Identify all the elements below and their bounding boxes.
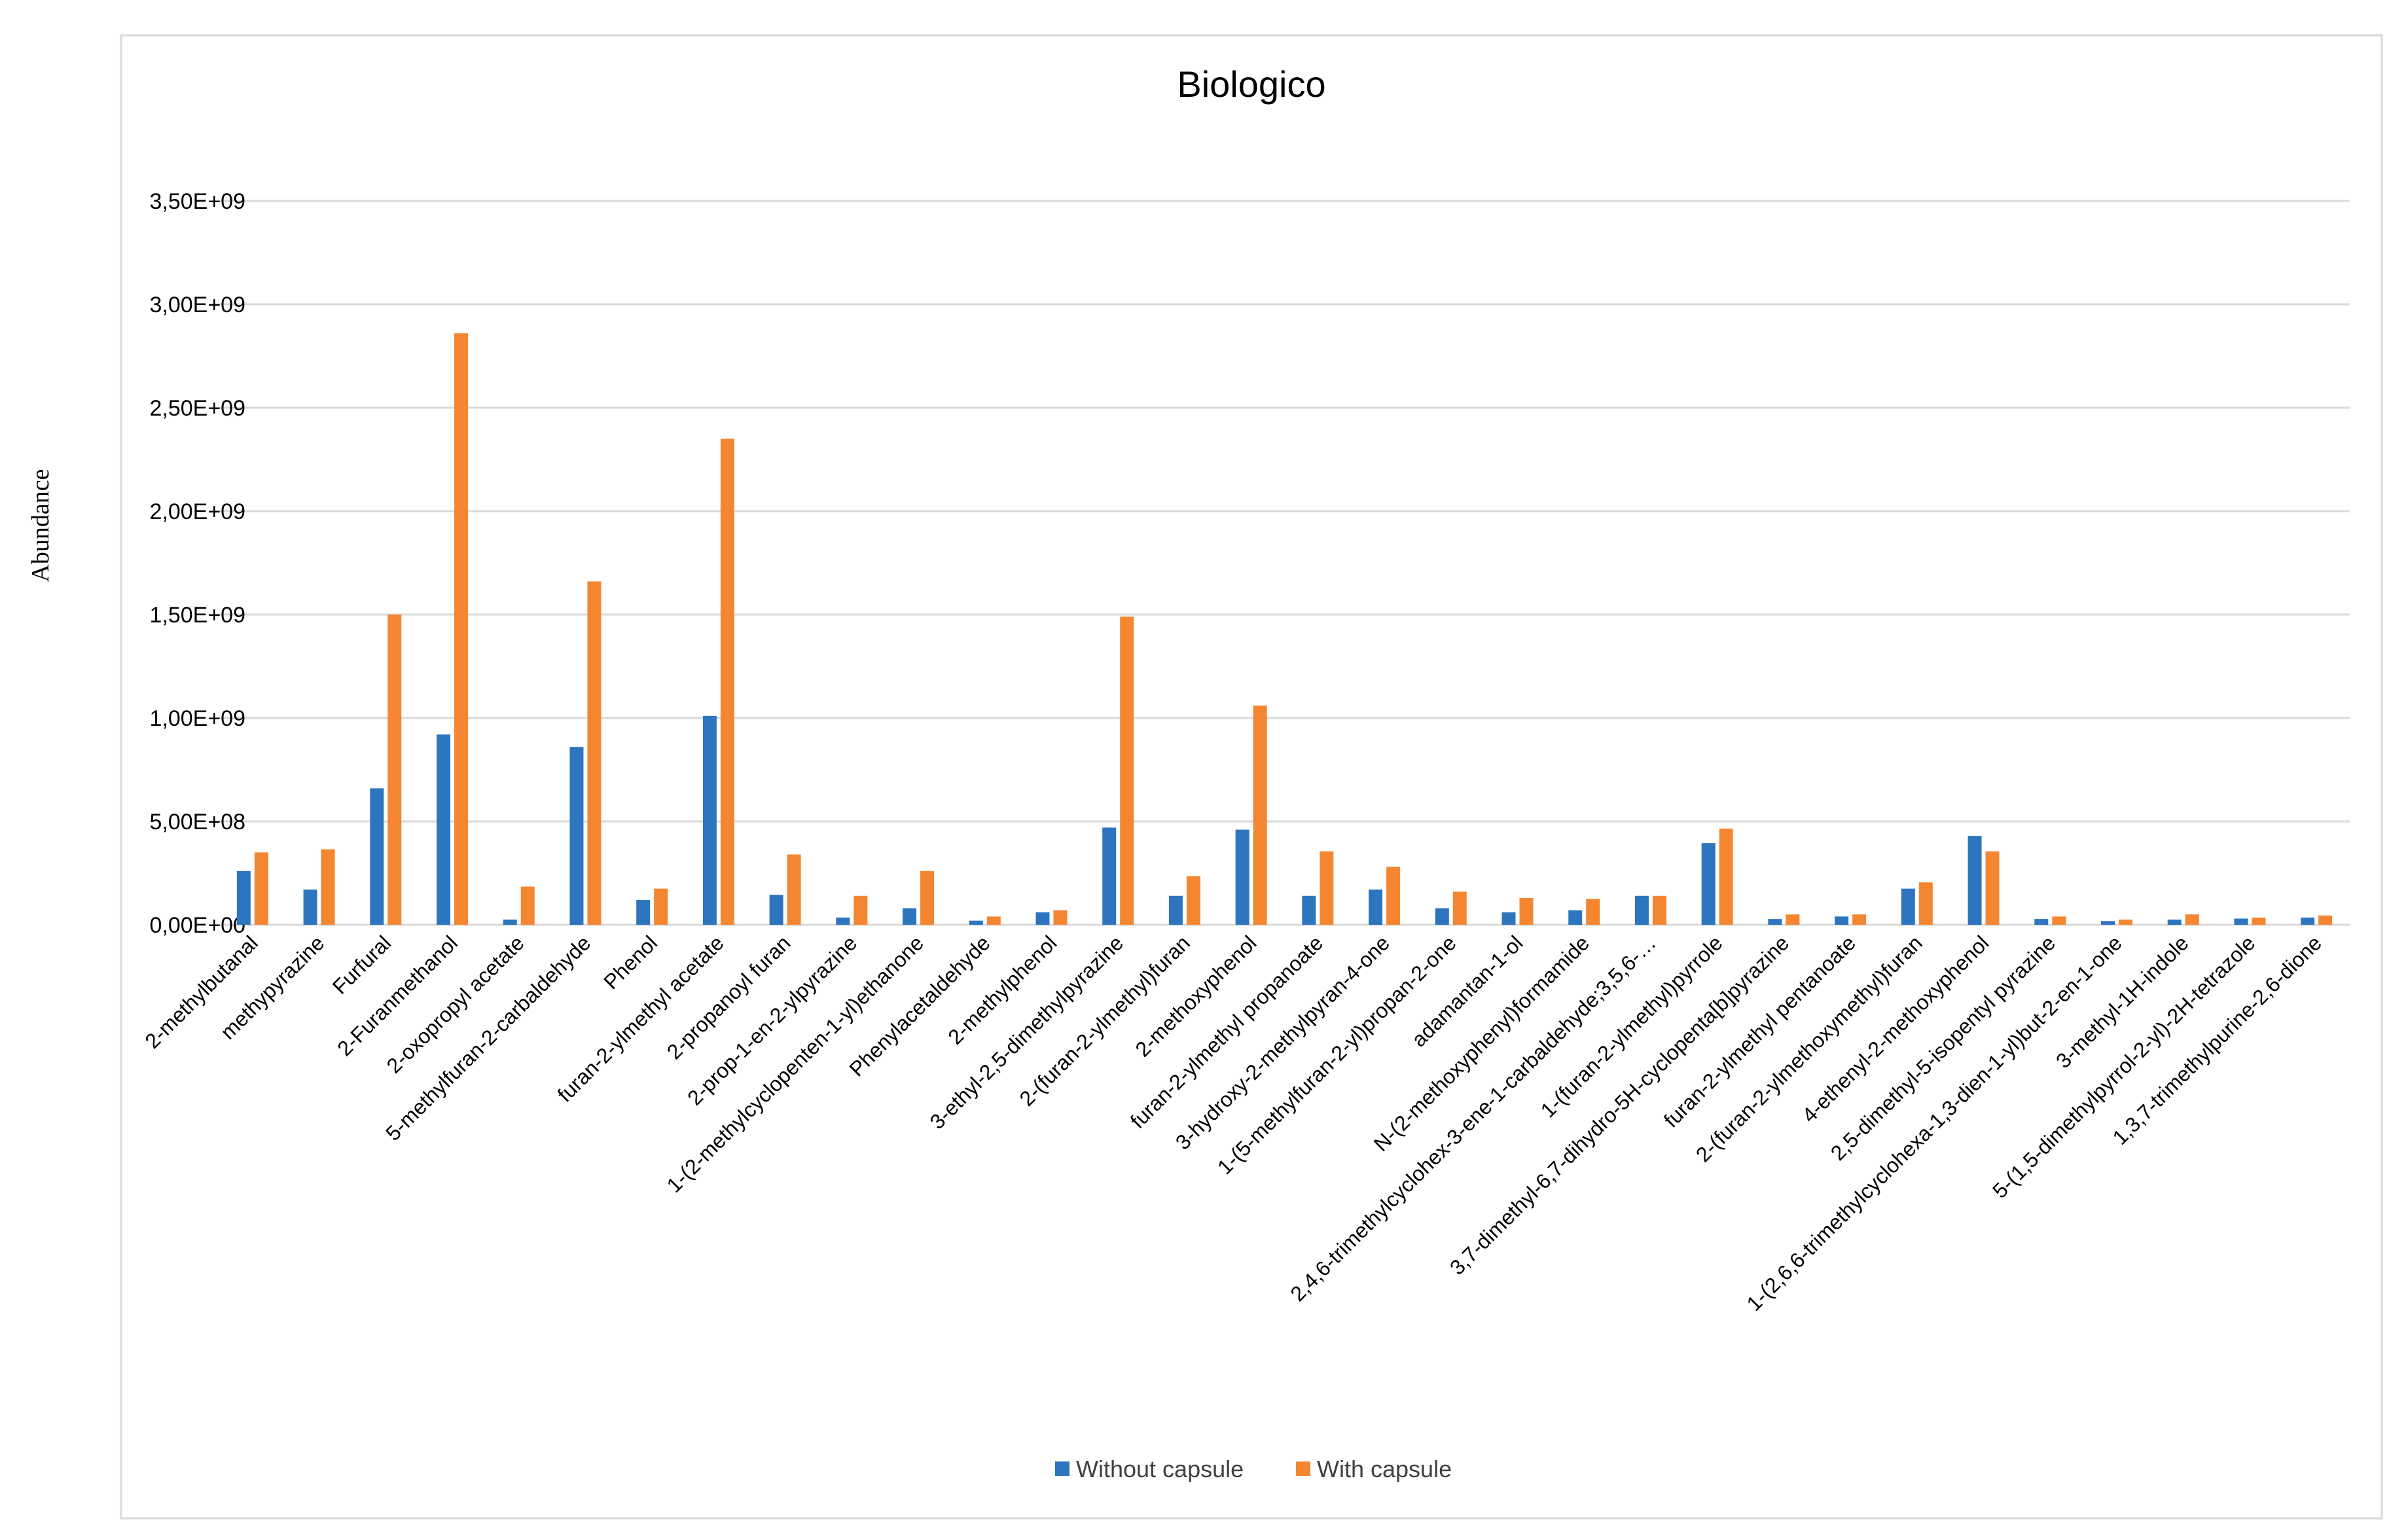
legend-without-capsule-label: Without capsule: [1076, 1456, 1244, 1482]
bar-without-capsule: [2301, 917, 2315, 925]
bar-with-capsule: [2318, 915, 2333, 925]
bar-with-capsule: [1253, 706, 1267, 925]
bar-without-capsule: [437, 734, 451, 925]
bar-with-capsule: [1852, 914, 1867, 925]
chart-title: Biologico: [1177, 63, 1325, 105]
bar-without-capsule: [769, 895, 783, 925]
bar-without-capsule: [2234, 918, 2248, 925]
bar-with-capsule: [654, 888, 668, 925]
bar-with-capsule: [1652, 895, 1666, 925]
bar-without-capsule: [1302, 895, 1316, 925]
bar-without-capsule: [1634, 895, 1649, 925]
bar-with-capsule: [1120, 617, 1134, 925]
legend-with-capsule-label: With capsule: [1317, 1456, 1452, 1482]
bar-without-capsule: [1768, 919, 1782, 925]
bar-with-capsule: [1053, 910, 1068, 925]
bar-without-capsule: [2167, 920, 2182, 925]
y-tick-label: 2,00E+09: [149, 499, 245, 524]
y-tick-label: 1,50E+09: [149, 603, 245, 628]
bar-without-capsule: [836, 917, 850, 925]
bar-with-capsule: [587, 581, 602, 925]
bar-without-capsule: [1901, 888, 1915, 925]
bar-without-capsule: [1968, 836, 1982, 925]
bar-without-capsule: [236, 870, 251, 925]
legend: Without capsule With capsule: [1055, 1456, 1452, 1482]
bar-with-capsule: [2052, 916, 2066, 925]
bar-without-capsule: [503, 920, 517, 925]
chart-frame: [120, 34, 2383, 1520]
bar-with-capsule: [454, 333, 469, 925]
bars: [236, 333, 2333, 925]
bar-with-capsule: [1918, 882, 1933, 925]
bar-with-capsule: [720, 439, 734, 925]
legend-with-capsule-swatch: [1296, 1461, 1310, 1476]
bar-without-capsule: [1235, 829, 1249, 925]
bar-without-capsule: [969, 920, 983, 925]
bar-with-capsule: [1320, 851, 1334, 925]
bar-without-capsule: [2100, 921, 2115, 925]
bar-with-capsule: [1386, 867, 1401, 925]
bar-with-capsule: [1186, 876, 1200, 925]
bar-with-capsule: [2252, 917, 2266, 925]
bar-without-capsule: [1501, 912, 1516, 925]
bar-without-capsule: [1701, 843, 1716, 925]
y-tick-label: 1,00E+09: [149, 706, 245, 731]
bar-without-capsule: [1102, 827, 1117, 925]
y-tick-label: 5,00E+08: [149, 810, 245, 834]
bar-without-capsule: [569, 747, 584, 925]
bar-with-capsule: [787, 854, 801, 925]
bar-with-capsule: [520, 886, 535, 925]
bar-without-capsule: [2034, 919, 2049, 925]
bar-without-capsule: [1835, 916, 1849, 925]
bar-without-capsule: [636, 900, 651, 925]
y-axis-label: Abundance: [27, 469, 54, 582]
bar-with-capsule: [1985, 851, 2000, 925]
bar-with-capsule: [1786, 914, 1800, 925]
bar-with-capsule: [854, 895, 868, 925]
bar-with-capsule: [254, 852, 268, 925]
bar-with-capsule: [920, 870, 935, 925]
bar-with-capsule: [1519, 897, 1534, 925]
bar-without-capsule: [1369, 889, 1383, 925]
y-tick-label: 2,50E+09: [149, 396, 245, 421]
bar-without-capsule: [702, 715, 717, 925]
bar-with-capsule: [2118, 920, 2132, 925]
bar-without-capsule: [303, 889, 317, 925]
bar-with-capsule: [321, 849, 335, 925]
bar-with-capsule: [1452, 891, 1467, 925]
bar-without-capsule: [1568, 910, 1583, 925]
legend-without-capsule-swatch: [1055, 1461, 1069, 1476]
y-axis-ticks: 0,00E+00 5,00E+08 1,00E+09 1,50E+09 2,00E+09…: [149, 189, 245, 938]
bar-with-capsule: [387, 615, 402, 925]
bar-with-capsule: [1586, 899, 1600, 925]
bar-without-capsule: [1435, 908, 1449, 925]
bar-without-capsule: [1035, 912, 1050, 925]
bar-with-capsule: [986, 916, 1001, 925]
y-tick-label: 3,00E+09: [149, 293, 245, 317]
bar-without-capsule: [1168, 895, 1183, 925]
bar-without-capsule: [370, 788, 384, 925]
bar-with-capsule: [2185, 914, 2199, 925]
bar-with-capsule: [1719, 829, 1733, 925]
bar-without-capsule: [903, 908, 917, 925]
y-tick-label: 3,50E+09: [149, 189, 245, 214]
y-tick-label: 0,00E+00: [149, 913, 245, 938]
